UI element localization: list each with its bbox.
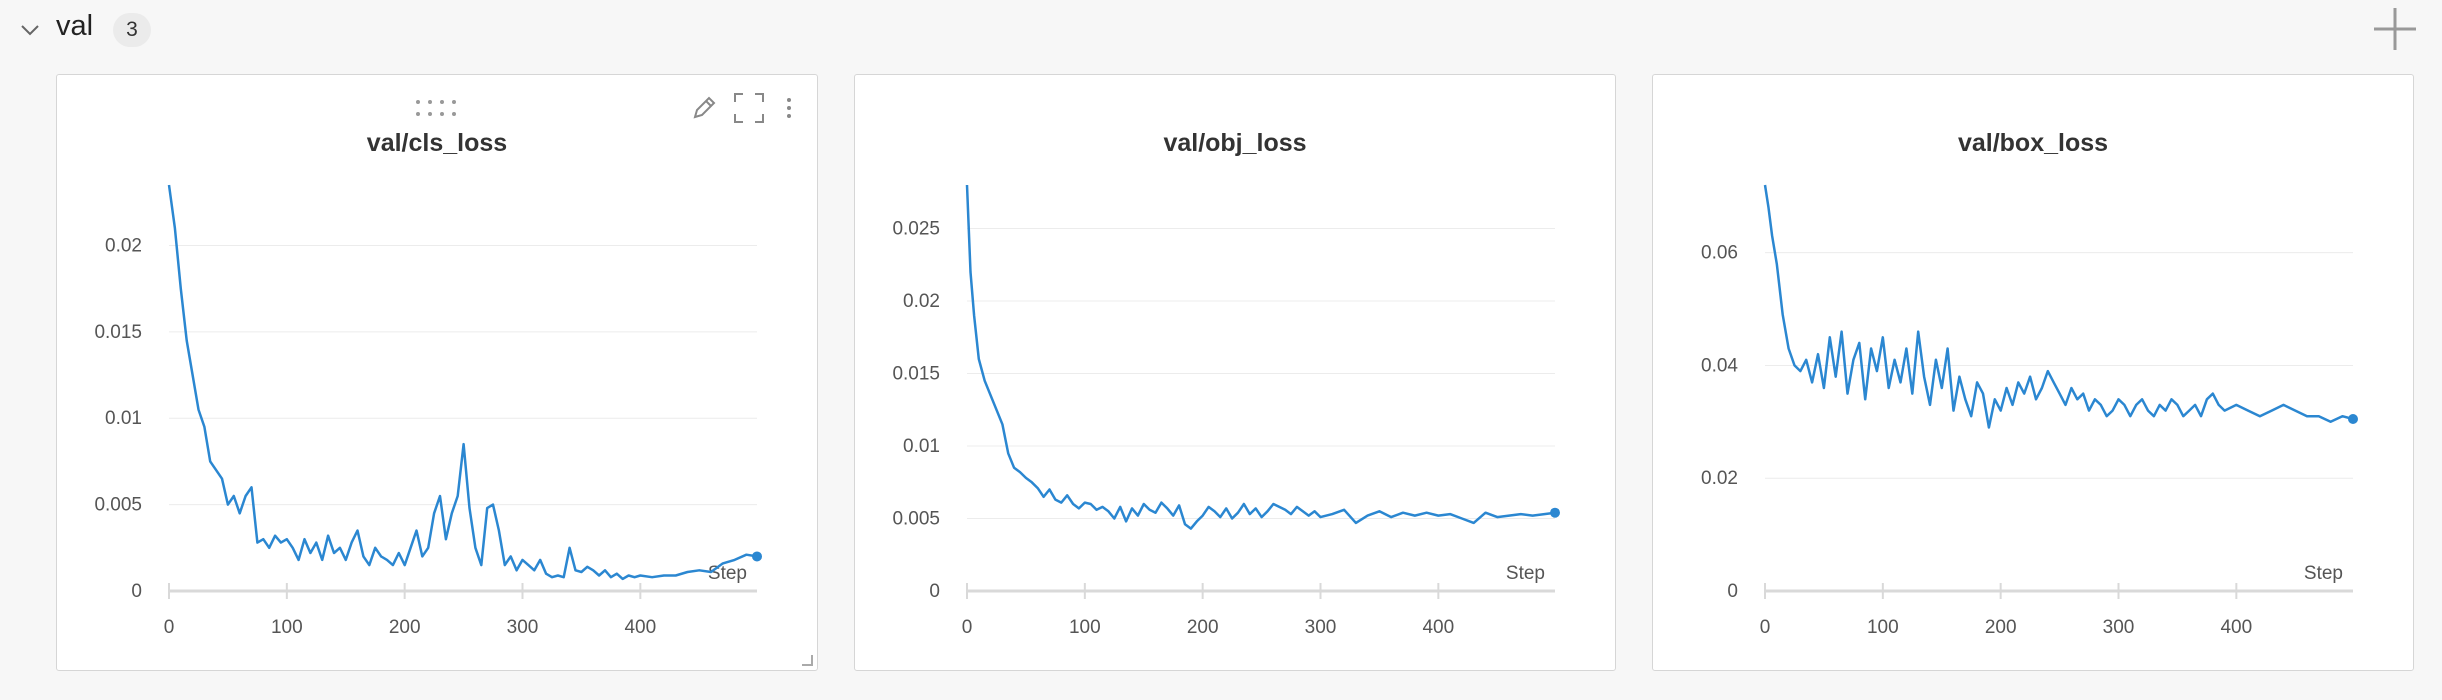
chart-panel-obj-loss[interactable]: val/obj_loss 0 0.005 0.01 0.015 0.02 0.025 0 10… xyxy=(854,74,1616,671)
y-tick-label: 0.01 xyxy=(105,408,142,429)
x-axis-label: Step xyxy=(1506,563,1545,584)
last-point-marker[interactable] xyxy=(1550,507,1560,518)
section-title[interactable]: val xyxy=(56,10,94,42)
y-tick-label: 0.01 xyxy=(903,436,940,457)
y-tick-label: 0.025 xyxy=(892,219,940,240)
chart-title: val/cls_loss xyxy=(366,129,508,157)
y-tick-label: 0.06 xyxy=(1701,243,1738,264)
section-header: val 3 xyxy=(0,0,2442,60)
x-tick-label: 200 xyxy=(389,617,421,638)
series-line[interactable] xyxy=(1763,184,2354,429)
more-vertical-icon[interactable] xyxy=(772,91,806,125)
y-tick-label: 0.02 xyxy=(105,235,142,256)
x-tick-label: 300 xyxy=(2103,617,2135,638)
x-tick-label: 0 xyxy=(1760,617,1771,638)
plus-icon[interactable] xyxy=(2370,4,2420,54)
series-line[interactable] xyxy=(965,184,1556,530)
y-tick-label: 0.015 xyxy=(94,322,142,343)
chart-title: val/box_loss xyxy=(1957,129,2109,157)
last-point-marker[interactable] xyxy=(752,551,762,562)
y-tick-label: 0 xyxy=(1727,581,1738,602)
y-tick-label: 0.005 xyxy=(94,495,142,516)
chart-panel-box-loss[interactable]: val/box_loss 0 0.02 0.04 0.06 0 100 200 300 400 S… xyxy=(1652,74,2414,671)
y-tick-label: 0 xyxy=(131,581,142,602)
y-tick-label: 0 xyxy=(929,581,940,602)
x-tick-label: 100 xyxy=(1069,617,1101,638)
y-tick-label: 0.005 xyxy=(892,509,940,530)
line-chart[interactable]: 0 0.02 0.04 0.06 0 100 200 300 400 Step xyxy=(1653,75,2413,670)
y-tick-label: 0.02 xyxy=(903,291,940,312)
x-axis-label: Step xyxy=(708,563,747,584)
y-tick-label: 0.015 xyxy=(892,364,940,385)
chart-title: val/obj_loss xyxy=(1163,129,1307,157)
x-tick-label: 400 xyxy=(1422,617,1454,638)
last-point-marker[interactable] xyxy=(2348,414,2358,425)
x-tick-label: 200 xyxy=(1985,617,2017,638)
y-tick-label: 0.04 xyxy=(1701,355,1738,376)
y-tick-label: 0.02 xyxy=(1701,468,1738,489)
line-chart[interactable]: 0 0.005 0.01 0.015 0.02 0 100 200 300 400 Step xyxy=(57,75,817,670)
x-tick-label: 300 xyxy=(507,617,539,638)
series-line[interactable] xyxy=(167,184,758,581)
resize-handle-icon[interactable] xyxy=(801,654,813,666)
x-tick-label: 100 xyxy=(1867,617,1899,638)
x-tick-label: 400 xyxy=(624,617,656,638)
x-tick-label: 200 xyxy=(1187,617,1219,638)
pencil-icon[interactable] xyxy=(687,91,721,125)
x-tick-label: 400 xyxy=(2220,617,2252,638)
chart-panel-cls-loss[interactable]: val/cls_loss 0 0.005 0.01 0.015 0.02 0 100 200 3… xyxy=(56,74,818,671)
x-axis-label: Step xyxy=(2304,563,2343,584)
x-tick-label: 300 xyxy=(1305,617,1337,638)
x-tick-label: 0 xyxy=(962,617,973,638)
chevron-down-icon[interactable] xyxy=(18,18,42,42)
x-tick-label: 0 xyxy=(164,617,175,638)
x-tick-label: 100 xyxy=(271,617,303,638)
line-chart[interactable]: 0 0.005 0.01 0.015 0.02 0.025 0 100 200 300 400 Ste… xyxy=(855,75,1615,670)
fullscreen-icon[interactable] xyxy=(732,91,766,125)
drag-handle-icon[interactable] xyxy=(413,97,461,119)
panel-count-badge: 3 xyxy=(113,13,151,47)
